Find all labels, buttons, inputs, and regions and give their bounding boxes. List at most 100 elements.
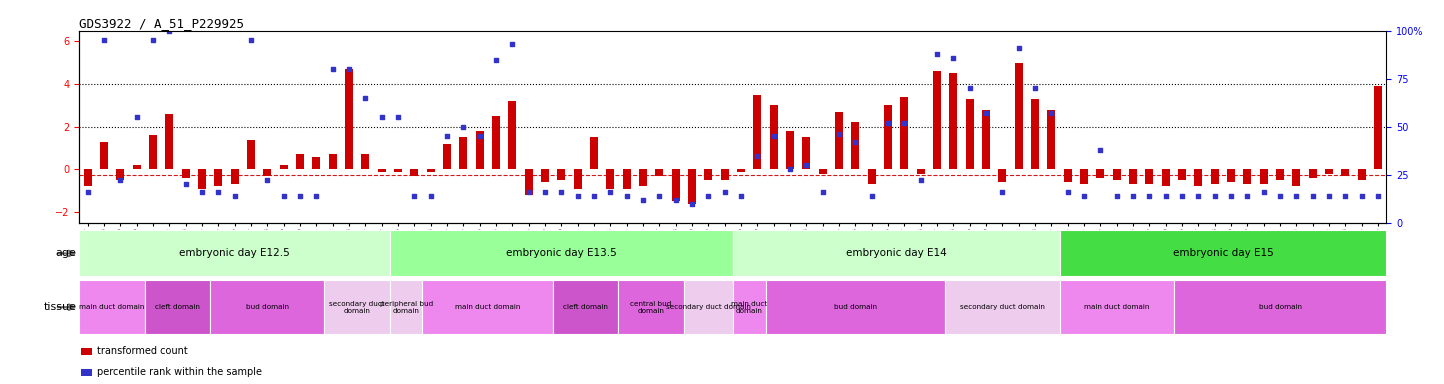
Bar [390,280,423,334]
Bar [803,137,810,169]
Bar [443,144,451,169]
Point [142,37,165,43]
Bar [982,110,991,169]
Bar [884,105,892,169]
Bar [1357,169,1366,180]
Text: transformed count: transformed count [97,346,188,356]
Bar [1178,169,1186,180]
Bar [1060,230,1386,276]
Bar [1308,169,1317,178]
Bar [656,169,663,176]
Point [1268,193,1291,199]
Bar [721,169,729,180]
Point [1317,193,1340,199]
Bar [1341,169,1350,176]
Point [305,193,328,199]
Bar [606,169,614,189]
Bar [325,280,390,334]
Bar [754,95,761,169]
Point [338,66,361,72]
Bar [1031,99,1040,169]
Point [452,124,475,130]
Bar [182,169,189,178]
Text: embryonic day E14: embryonic day E14 [846,248,947,258]
Bar [557,169,566,180]
Point [321,66,344,72]
Bar [1064,169,1071,182]
Point [370,114,393,120]
Point [419,193,442,199]
Point [1350,193,1373,199]
Point [745,152,768,159]
Bar [459,137,468,169]
Text: cleft domain: cleft domain [563,304,608,310]
Point [1301,193,1324,199]
Bar [1129,169,1136,184]
Point [1203,193,1226,199]
Point [387,114,410,120]
Bar [1292,169,1301,187]
Point [1285,193,1308,199]
Point [271,193,295,199]
Bar [933,71,941,169]
Text: bud domain: bud domain [245,304,289,310]
Point [1089,147,1112,153]
Text: bud domain: bud domain [833,304,877,310]
Bar [946,280,1060,334]
Bar [149,135,157,169]
Bar [786,131,794,169]
Bar [835,112,843,169]
Point [861,193,884,199]
Point [501,41,524,47]
Point [1334,193,1357,199]
Bar [900,97,908,169]
Point [778,166,801,172]
Bar [1375,86,1382,169]
Point [1187,193,1210,199]
Text: embryonic day E15: embryonic day E15 [1173,248,1274,258]
Bar [1113,169,1121,180]
Bar [770,105,778,169]
Text: cleft domain: cleft domain [155,304,199,310]
Text: central bud
domain: central bud domain [631,301,671,314]
Point [680,200,703,207]
Bar [263,169,271,176]
Bar [1161,169,1170,187]
Point [92,37,116,43]
Bar [1060,280,1174,334]
Point [108,177,131,184]
Bar [736,169,745,172]
Point [517,189,540,195]
Bar [1276,169,1284,180]
Bar [1096,169,1105,178]
Bar [377,169,386,172]
Bar [1174,280,1386,334]
Text: peripheral bud
domain: peripheral bud domain [380,301,433,314]
Bar [1145,169,1154,184]
Bar [732,280,765,334]
Text: main duct
domain: main duct domain [731,301,767,314]
Point [959,85,982,91]
Bar [998,169,1006,182]
Bar [687,169,696,204]
Point [697,193,721,199]
Bar [247,139,256,169]
Bar [1194,169,1203,187]
Point [1105,193,1128,199]
Point [729,193,752,199]
Text: embryonic day E12.5: embryonic day E12.5 [179,248,290,258]
Bar [79,280,144,334]
Bar [312,157,321,169]
Text: main duct domain: main duct domain [79,304,144,310]
Bar [618,280,684,334]
Bar [394,169,401,172]
Point [648,193,671,199]
Bar [819,169,827,174]
Point [1056,189,1079,195]
Bar [524,169,533,195]
Bar [1227,169,1235,182]
Point [892,120,915,126]
Bar [231,169,238,184]
Bar [1047,110,1056,169]
Point [910,177,933,184]
